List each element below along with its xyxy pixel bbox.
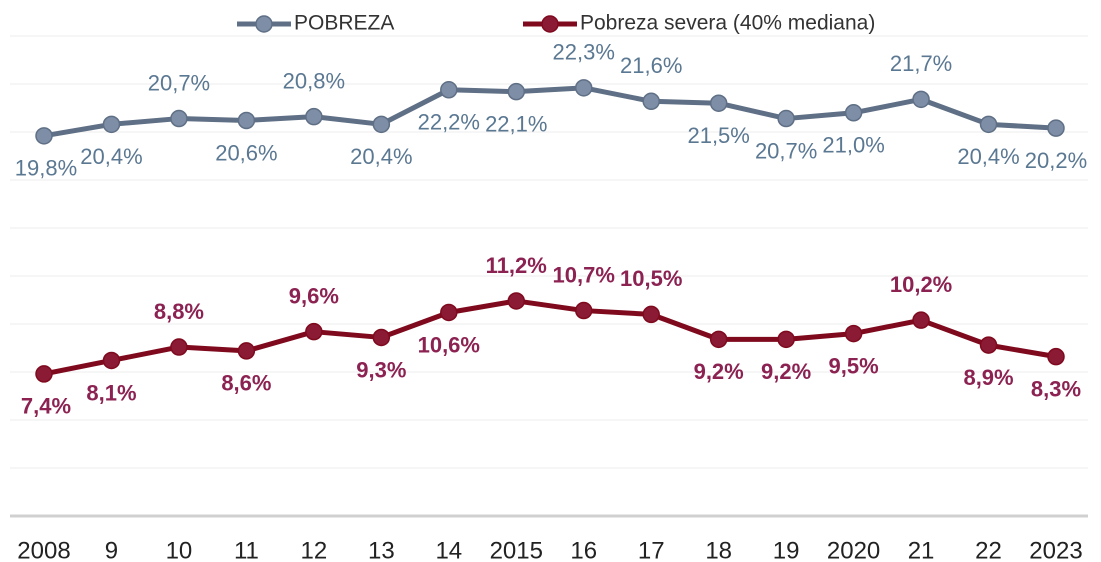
data-point <box>507 82 526 101</box>
series-line <box>41 298 1059 377</box>
data-label: 8,6% <box>221 371 271 396</box>
data-label: 19,8% <box>15 156 77 181</box>
data-point <box>305 107 323 126</box>
data-point <box>777 330 795 349</box>
x-tick-label: 18 <box>705 537 732 562</box>
x-tick-label: 12 <box>301 537 328 562</box>
x-tick-label: 21 <box>908 537 935 562</box>
data-point <box>35 365 53 383</box>
data-label: 10,5% <box>620 266 682 291</box>
data-point <box>440 81 458 99</box>
x-tick-label: 17 <box>638 537 665 562</box>
data-label: 20,8% <box>283 68 345 93</box>
data-label: 21,0% <box>822 133 884 158</box>
legend-label: POBREZA <box>294 12 394 35</box>
data-label: 22,2% <box>418 110 480 135</box>
series-line <box>41 85 1059 139</box>
data-point <box>1047 119 1065 137</box>
data-point <box>507 292 526 310</box>
x-tick-label: 22 <box>975 537 1002 562</box>
data-point <box>979 336 998 354</box>
x-tick-label: 11 <box>234 537 259 562</box>
data-point <box>237 342 256 360</box>
data-label: 10,7% <box>553 262 615 287</box>
data-point <box>912 90 930 109</box>
data-label: 20,4% <box>80 144 142 169</box>
data-label: 9,6% <box>289 283 339 308</box>
data-label: 11,2% <box>486 253 547 278</box>
data-label: 8,1% <box>86 380 136 405</box>
data-label: 20,7% <box>148 70 210 95</box>
x-tick-label: 19 <box>773 537 800 562</box>
data-point <box>372 115 391 134</box>
data-label: 8,8% <box>154 299 204 324</box>
data-point <box>237 111 256 130</box>
data-point <box>844 104 863 122</box>
data-point <box>372 328 391 347</box>
data-point <box>102 115 121 134</box>
data-label: 8,9% <box>963 365 1013 390</box>
data-point <box>709 330 728 349</box>
data-point <box>642 92 660 111</box>
x-tick-label: 14 <box>435 537 462 562</box>
data-label: 20,7% <box>755 138 817 163</box>
legend-label: Pobreza severa (40% mediana) <box>580 12 875 35</box>
data-point <box>1047 347 1065 366</box>
data-point <box>102 351 121 370</box>
data-label: 10,2% <box>890 272 952 297</box>
data-point <box>709 94 728 112</box>
data-label: 22,1% <box>485 111 547 136</box>
data-point <box>35 127 53 145</box>
data-label: 7,4% <box>21 394 71 419</box>
data-point <box>574 79 593 97</box>
data-point <box>912 311 930 329</box>
x-tick-label: 2015 <box>490 537 543 562</box>
data-label: 9,5% <box>829 353 879 378</box>
data-point <box>170 338 188 356</box>
data-label: 20,2% <box>1025 148 1087 173</box>
data-label: 9,3% <box>356 357 406 382</box>
data-label: 9,2% <box>694 359 744 384</box>
data-point <box>979 115 998 134</box>
data-label: 9,2% <box>761 359 811 384</box>
data-point <box>170 109 188 128</box>
data-label: 21,6% <box>620 53 682 78</box>
data-label: 20,4% <box>350 144 412 169</box>
x-tick-label: 2020 <box>827 537 880 562</box>
data-point <box>440 303 458 322</box>
data-point <box>305 322 323 341</box>
x-tick-label: 2023 <box>1029 537 1082 562</box>
data-label: 21,5% <box>687 123 749 148</box>
data-label: 8,3% <box>1031 376 1081 401</box>
data-point <box>574 301 593 320</box>
x-tick-label: 13 <box>368 537 395 562</box>
data-label: 21,7% <box>890 51 952 76</box>
data-label: 20,4% <box>957 144 1019 169</box>
legend-marker <box>255 15 273 33</box>
data-point <box>642 305 660 324</box>
legend-marker <box>541 15 559 33</box>
x-tick-label: 16 <box>570 537 597 562</box>
data-point <box>777 109 795 128</box>
data-label: 10,6% <box>418 332 480 357</box>
data-label: 22,3% <box>553 40 615 65</box>
x-tick-label: 2008 <box>17 537 70 562</box>
x-tick-label: 9 <box>105 537 118 562</box>
x-tick-label: 10 <box>166 537 193 562</box>
data-point <box>844 324 863 343</box>
data-label: 20,6% <box>215 140 277 165</box>
